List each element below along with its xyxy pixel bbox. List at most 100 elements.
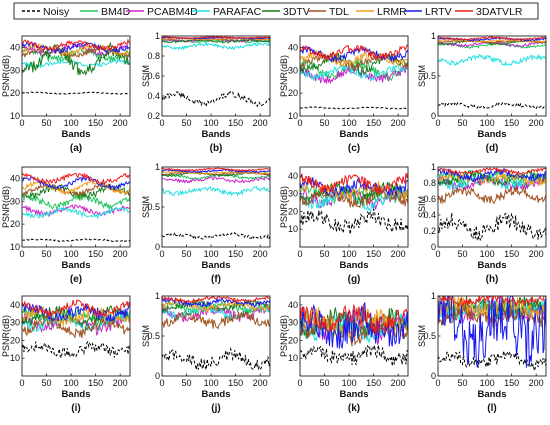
y-axis-label: PSNR(dB) xyxy=(279,186,289,228)
y-axis-label: SSIM xyxy=(141,65,151,87)
panel-caption: (b) xyxy=(210,143,223,154)
x-tick-label: 200 xyxy=(113,118,128,128)
series-line-noisy xyxy=(162,347,270,371)
series-line-tdl xyxy=(162,310,270,330)
x-tick-label: 0 xyxy=(159,118,164,128)
y-tick-label: 0.6 xyxy=(147,71,160,81)
x-tick-label: 200 xyxy=(253,378,268,388)
x-axis-label: Bands xyxy=(477,129,506,140)
x-axis-label: Bands xyxy=(61,260,90,271)
panel-caption: (f) xyxy=(211,274,221,285)
x-tick-label: 100 xyxy=(342,378,357,388)
x-tick-label: 150 xyxy=(366,378,381,388)
series-line-3datvlr xyxy=(162,36,270,39)
legend-label: BM4D xyxy=(101,6,131,18)
y-tick-label: 30 xyxy=(288,189,298,199)
x-axis-label: Bands xyxy=(339,260,368,271)
series-group xyxy=(438,36,546,110)
y-axis-label: PSNR(dB) xyxy=(1,315,11,357)
series-line-noisy xyxy=(22,91,130,95)
series-line-noisy xyxy=(22,238,130,243)
series-line-lrtv xyxy=(300,302,408,349)
x-tick-label: 150 xyxy=(228,378,243,388)
legend-label: 3DTV xyxy=(283,6,310,18)
legend: Noisy BM4D PCABM4D PARAFAC 3DTV TDL LRMR LRTV 3D… xyxy=(13,2,539,20)
panel-caption: (e) xyxy=(70,274,82,285)
x-tick-label: 0 xyxy=(297,378,302,388)
series-line-3datvlr xyxy=(438,167,546,175)
series-group xyxy=(438,296,546,373)
panel-a: 0 50 100 150 200 10 20 30 40 Bands PSNR(dB) (a) xyxy=(1,35,131,154)
y-axis-label: SSIM xyxy=(417,65,427,87)
y-tick-label: 1 xyxy=(155,162,160,172)
x-axis-label: Bands xyxy=(201,260,230,271)
y-axis-label: PSNR(dB) xyxy=(1,55,11,97)
series-group xyxy=(162,167,270,240)
panel-h: 0 50 100 150 200 0 0.2 0.4 0.6 0.8 1 Bands SSIM (h) xyxy=(417,162,547,285)
y-tick-label: 10 xyxy=(288,111,298,121)
x-tick-label: 150 xyxy=(228,118,243,128)
x-tick-label: 150 xyxy=(88,249,103,259)
x-axis-label: Bands xyxy=(339,129,368,140)
series-line-noisy xyxy=(300,106,408,110)
x-tick-label: 0 xyxy=(159,249,164,259)
y-tick-label: 20 xyxy=(288,88,298,98)
y-tick-label: 0.6 xyxy=(423,194,436,204)
series-line-3datvlr xyxy=(300,172,408,194)
series-group xyxy=(438,167,546,242)
x-tick-label: 50 xyxy=(42,249,52,259)
series-line-lrmr xyxy=(438,171,546,187)
panel-i: 0 50 100 150 200 10 20 30 40 Bands PSNR(dB) (i) xyxy=(1,295,131,414)
plot-frame xyxy=(437,166,547,248)
series-line-3datvlr xyxy=(162,167,270,172)
series-line-lrmr xyxy=(438,38,546,43)
x-tick-label: 200 xyxy=(391,249,406,259)
x-axis-label: Bands xyxy=(201,389,230,400)
x-tick-label: 50 xyxy=(42,118,52,128)
plot-frame xyxy=(21,295,131,377)
x-tick-label: 150 xyxy=(504,118,519,128)
y-tick-label: 0 xyxy=(431,371,436,381)
y-axis-label: PSNR(dB) xyxy=(279,315,289,357)
x-tick-label: 150 xyxy=(366,249,381,259)
panel-caption: (a) xyxy=(70,143,82,154)
x-tick-label: 0 xyxy=(19,378,24,388)
series-line-lrtv xyxy=(22,303,130,322)
plot-frame xyxy=(21,35,131,117)
panel-caption: (c) xyxy=(348,143,360,154)
y-tick-label: 0.4 xyxy=(147,91,160,101)
y-axis-label: PSNR(dB) xyxy=(279,55,289,97)
panel-k: 0 50 100 150 200 10 20 30 40 Bands PSNR(dB) (k) xyxy=(279,295,409,414)
series-line-lrtv xyxy=(438,296,546,368)
x-tick-label: 150 xyxy=(88,118,103,128)
x-tick-label: 150 xyxy=(366,118,381,128)
series-line-lrtv xyxy=(22,175,130,191)
series-line-pcabm4d xyxy=(300,187,408,210)
y-tick-label: 30 xyxy=(10,318,20,328)
panel-g: 0 50 100 150 200 10 20 30 40 Bands PSNR(dB) (g) xyxy=(279,166,409,285)
series-line-noisy xyxy=(162,90,270,109)
x-tick-label: 50 xyxy=(458,378,468,388)
series-line-lrmr xyxy=(162,170,270,175)
series-line-lrtv xyxy=(438,167,546,183)
y-tick-label: 0.8 xyxy=(147,51,160,61)
y-tick-label: 0.5 xyxy=(147,331,160,341)
x-tick-label: 50 xyxy=(320,378,330,388)
legend-entry-lrtv: LRTV xyxy=(404,6,452,18)
series-line-lrtv xyxy=(162,168,270,173)
panel-c: 0 50 100 150 200 10 20 30 40 Bands PSNR(dB) (c) xyxy=(279,35,409,154)
y-axis-label: SSIM xyxy=(141,325,151,347)
series-line-3datvlr xyxy=(438,36,546,41)
x-tick-label: 150 xyxy=(88,378,103,388)
y-axis-label: SSIM xyxy=(141,196,151,218)
x-tick-label: 100 xyxy=(480,118,495,128)
x-tick-label: 0 xyxy=(297,118,302,128)
legend-label: LRTV xyxy=(425,6,452,18)
legend-label: 3DATVLR xyxy=(476,6,523,18)
x-tick-label: 100 xyxy=(64,118,79,128)
series-line-tdl xyxy=(438,186,546,205)
legend-entry-3datvlr: 3DATVLR xyxy=(455,6,523,18)
y-tick-label: 30 xyxy=(10,196,20,206)
y-tick-label: 10 xyxy=(10,353,20,363)
y-tick-label: 20 xyxy=(288,335,298,345)
